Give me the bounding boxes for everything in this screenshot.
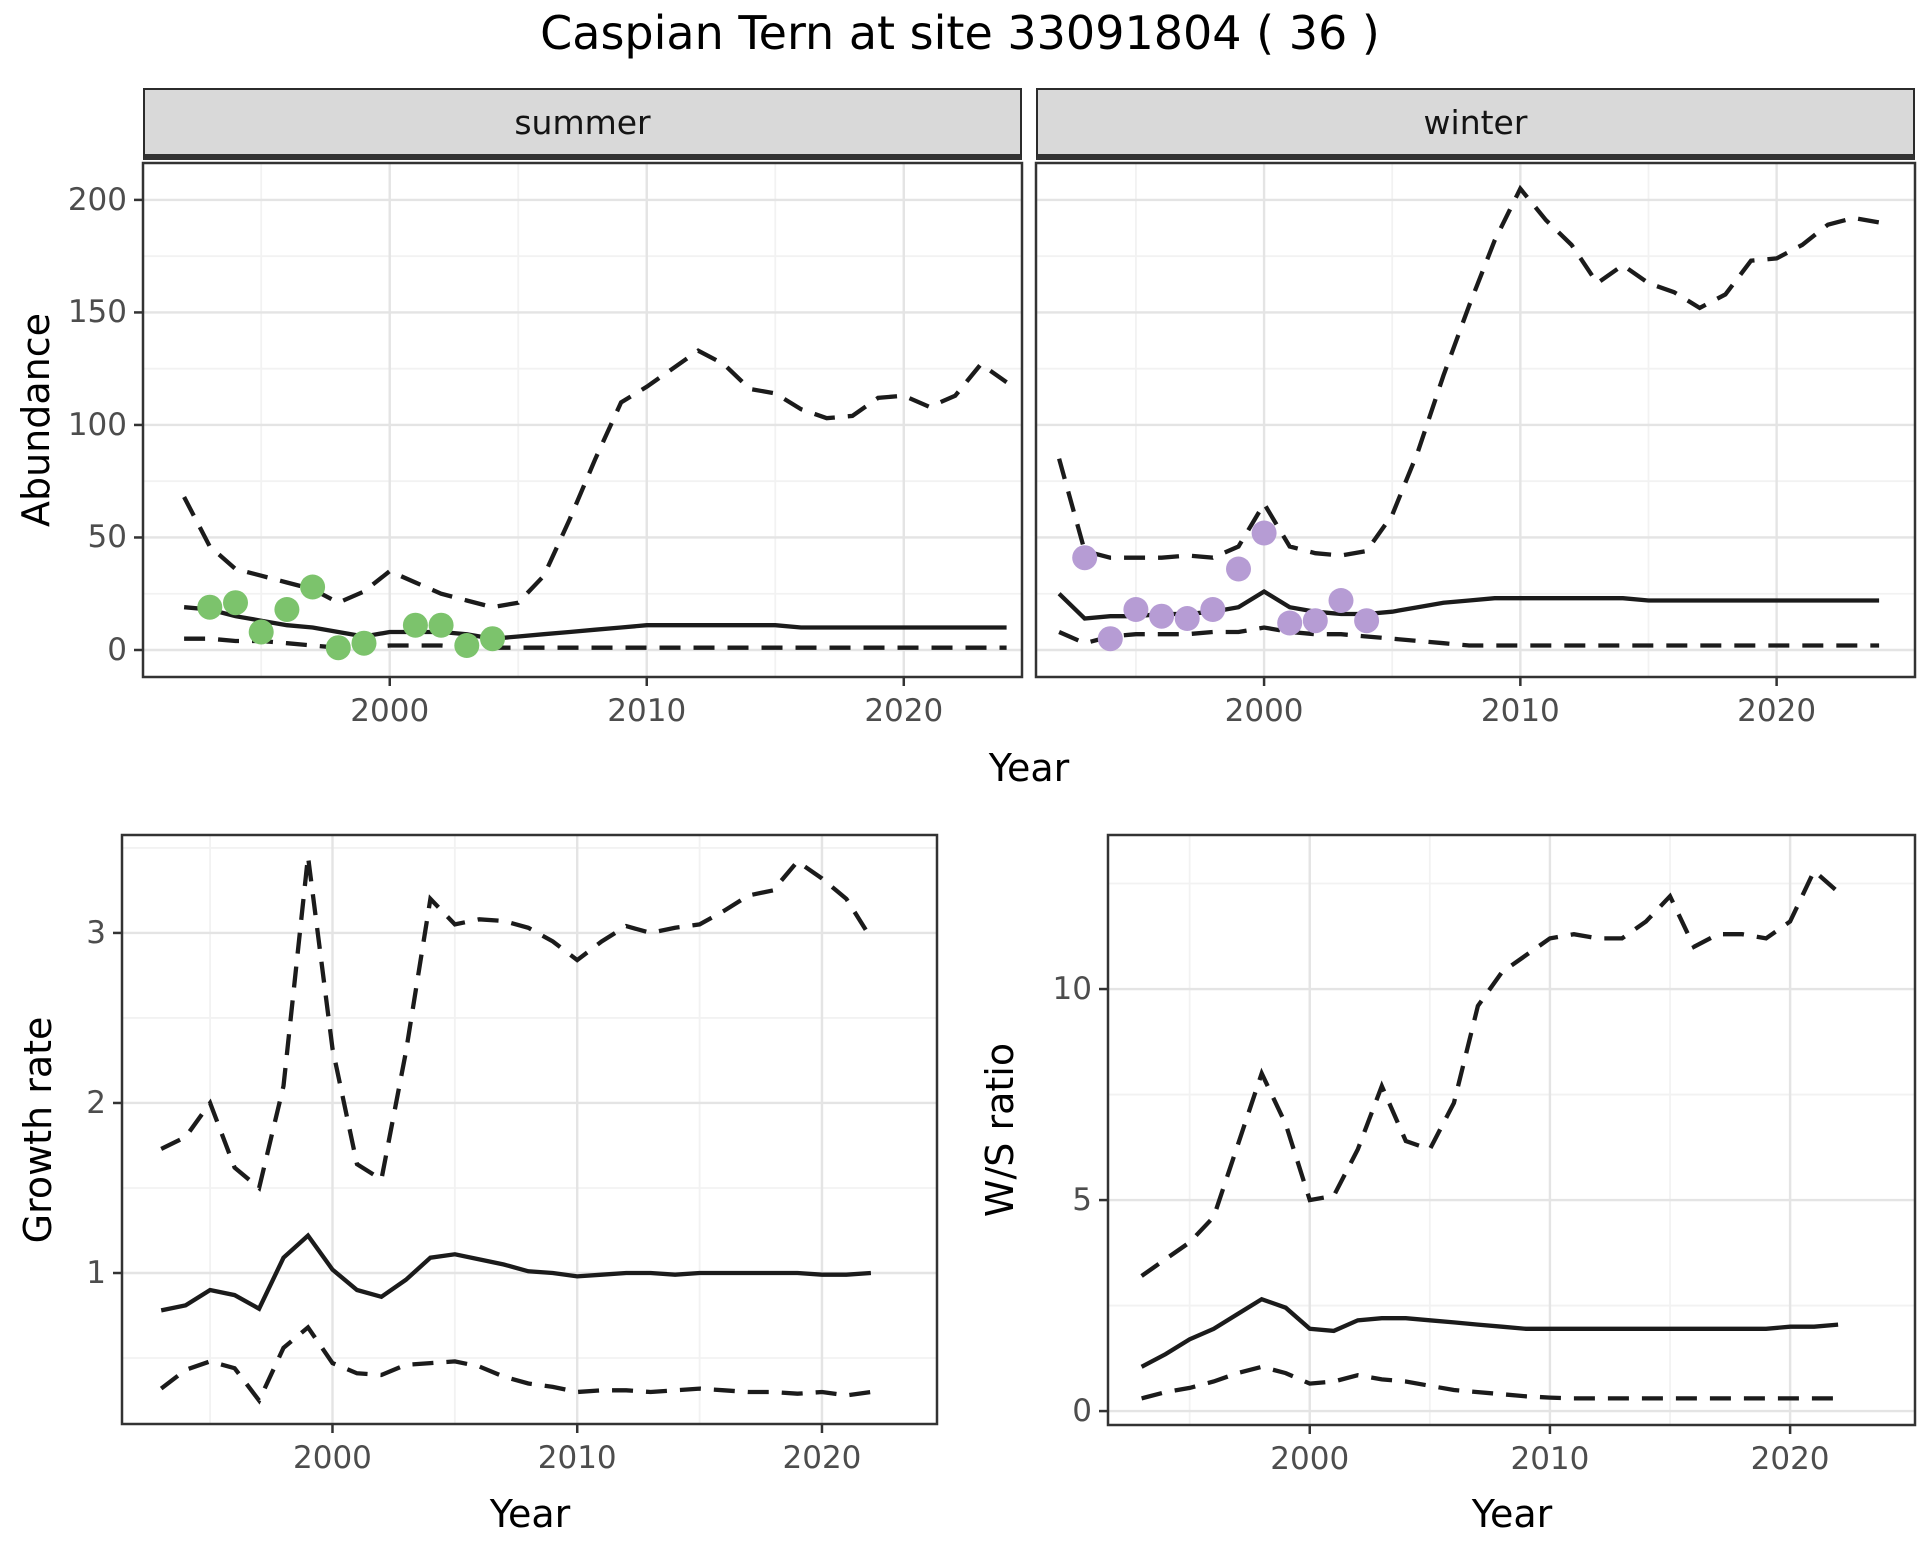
- observed-point: [351, 630, 377, 656]
- facet-strip-winter-label: winter: [1423, 102, 1528, 142]
- observed-point: [1226, 556, 1251, 582]
- growth_rate-panel: [113, 833, 939, 1433]
- observed-point: [1328, 588, 1354, 613]
- y-tick-label: 2: [86, 1084, 106, 1121]
- y-tick-label: 5: [1072, 1182, 1092, 1219]
- y-tick-label: 0: [1072, 1393, 1092, 1430]
- summer_abundance-median-line: [183, 605, 1007, 641]
- x-tick-label: 2000: [293, 1440, 372, 1476]
- y-tick-label: 200: [67, 181, 127, 218]
- summer_abundance-panel: [134, 161, 1024, 686]
- observed-point: [1174, 606, 1200, 631]
- summer_abundance-lower_ci-line: [184, 636, 1007, 650]
- summer_abundance-points: [197, 574, 505, 661]
- observed-point: [1302, 608, 1328, 634]
- winter_abundance-points: [1072, 520, 1380, 652]
- figure-title: Caspian Tern at site 33091804 ( 36 ): [540, 6, 1380, 60]
- ws_ratio-panel: [1099, 833, 1917, 1434]
- observed-point: [300, 574, 326, 600]
- growth_rate-median-line: [160, 1232, 872, 1313]
- observed-point: [428, 612, 454, 638]
- facet-strip-winter: winter: [1036, 88, 1915, 160]
- y-tick-label: 150: [67, 294, 127, 331]
- x-tick-label: 2020: [1737, 693, 1817, 729]
- year-axis-title-ws: Year: [1471, 1492, 1553, 1536]
- growth_rate-lower_ci-line: [159, 1324, 872, 1405]
- year-axis-title-top: Year: [988, 746, 1070, 790]
- observed-point: [274, 597, 300, 622]
- observed-point: [1072, 545, 1098, 571]
- observed-point: [197, 594, 223, 620]
- x-tick-label: 2010: [537, 1440, 617, 1476]
- x-tick-label: 2010: [607, 693, 687, 729]
- observed-point: [1200, 597, 1226, 622]
- x-tick-label: 2010: [1510, 1441, 1590, 1477]
- y-tick-label: 100: [67, 406, 127, 443]
- ws_ratio-median-line: [1140, 1296, 1839, 1369]
- y-tick-label: 50: [87, 519, 127, 556]
- observed-point: [223, 590, 248, 616]
- facet-strip-summer-label: summer: [514, 102, 651, 142]
- growth_rate-upper_ci-line: [160, 856, 873, 1192]
- ws_ratio-upper_ci-line: [1140, 867, 1840, 1278]
- observed-point: [1149, 603, 1175, 629]
- y-tick-label: 1: [86, 1255, 106, 1291]
- observed-point: [1277, 610, 1303, 636]
- growth-rate-axis-title: Growth rate: [16, 1016, 60, 1244]
- facet-strip-summer: summer: [143, 88, 1022, 160]
- winter_abundance-lower_ci-line: [1058, 625, 1880, 648]
- observed-point: [325, 635, 351, 661]
- x-tick-label: 2010: [1480, 693, 1560, 729]
- y-tick-label: 3: [86, 914, 106, 951]
- observed-point: [402, 612, 428, 638]
- observed-point: [1097, 626, 1123, 652]
- observed-point: [248, 619, 274, 645]
- x-tick-label: 2020: [782, 1440, 862, 1476]
- year-axis-title-growth: Year: [489, 1492, 571, 1536]
- x-tick-label: 2000: [1224, 693, 1304, 729]
- y-tick-label: 0: [107, 631, 127, 668]
- x-tick-label: 2000: [350, 693, 430, 729]
- x-tick-label: 2000: [1270, 1441, 1350, 1477]
- x-tick-label: 2020: [1750, 1441, 1830, 1477]
- observed-point: [454, 633, 480, 658]
- observed-point: [1354, 608, 1380, 634]
- observed-point: [1251, 520, 1277, 546]
- ws_ratio-lower_ci-line: [1141, 1364, 1839, 1401]
- winter_abundance-upper_ci-line: [1057, 184, 1880, 560]
- x-tick-label: 2020: [864, 693, 944, 729]
- observed-point: [1123, 597, 1149, 622]
- y-tick-label: 10: [1052, 971, 1092, 1008]
- observed-point: [480, 626, 505, 652]
- winter_abundance-panel: [1034, 161, 1917, 686]
